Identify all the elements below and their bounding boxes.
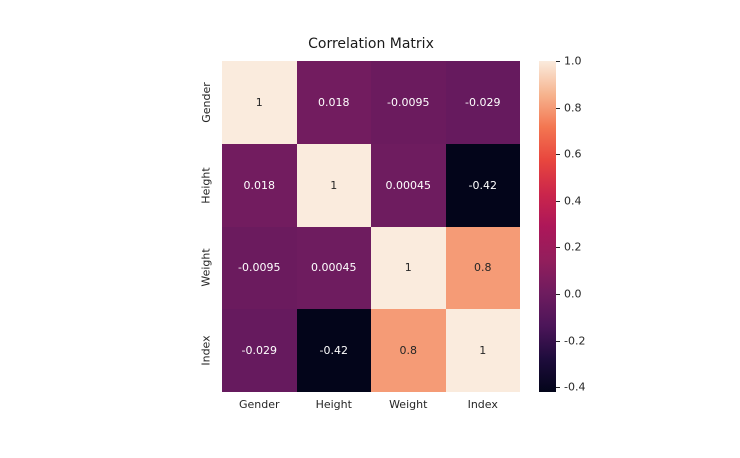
y-tick-label-gender: Gender (194, 61, 218, 144)
x-tick-label-weight: Weight (389, 398, 428, 411)
colorbar-tick-mark (556, 154, 560, 156)
heatmap-cell-weight-index: 0.8 (445, 226, 520, 310)
colorbar-tick-label: 0.0 (564, 287, 582, 301)
heatmap-cell-index-index: 1 (445, 309, 520, 392)
x-tick-label-gender: Gender (238, 398, 280, 411)
x-axis-labels: Gender Height Weight Index (222, 398, 520, 414)
colorbar-tick-mark (556, 200, 560, 202)
heatmap-cell-weight-height: 0.00045 (296, 226, 371, 310)
heatmap-cell-index-gender: -0.029 (222, 309, 297, 392)
colorbar-tick-mark (556, 61, 560, 62)
colorbar-tick-label: 0.8 (564, 101, 582, 115)
colorbar-tick-mark (556, 294, 560, 296)
colorbar (539, 61, 556, 392)
colorbar-tick-mark (556, 387, 560, 389)
x-tick-label-height: Height (315, 398, 352, 411)
colorbar-tick-label: 1.0 (564, 54, 582, 68)
colorbar-tick-label: -0.4 (564, 380, 586, 394)
heatmap-cell-gender-weight: -0.0095 (371, 61, 446, 144)
heatmap-cell-weight-gender: -0.0095 (222, 226, 297, 310)
x-tick-label-index: Index (467, 398, 498, 411)
colorbar-tick-label: 0.6 (564, 147, 582, 161)
y-axis-labels: Gender Height Weight Index (194, 61, 218, 392)
heatmap-cell-weight-weight: 1 (371, 226, 446, 310)
y-tick-label-text: Weight (199, 248, 213, 288)
y-tick-label-text: Index (199, 335, 213, 366)
y-tick-label-text: Gender (199, 82, 213, 123)
heatmap-cell-height-weight: 0.00045 (371, 143, 446, 227)
colorbar-tick-label: 0.2 (564, 240, 582, 254)
colorbar-tick-mark (556, 340, 560, 342)
heatmap-grid: 1 0.018 -0.0095 -0.029 0.018 1 0.00045 -0.42 -0.… (222, 61, 520, 392)
heatmap-cell-height-height: 1 (296, 143, 371, 227)
y-tick-label-weight: Weight (194, 227, 218, 310)
colorbar-tick-mark (556, 107, 560, 109)
heatmap-cell-height-gender: 0.018 (222, 143, 297, 227)
heatmap-cell-gender-index: -0.029 (445, 61, 520, 144)
y-tick-label-height: Height (194, 144, 218, 227)
heatmap-cell-index-height: -0.42 (296, 309, 371, 392)
heatmap-cell-height-index: -0.42 (445, 143, 520, 227)
colorbar-tick-label: 0.4 (564, 194, 582, 208)
heatmap-cell-gender-height: 0.018 (296, 61, 371, 144)
heatmap-cell-gender-gender: 1 (222, 61, 297, 144)
y-tick-label-index: Index (194, 309, 218, 392)
chart-title: Correlation Matrix (308, 36, 434, 52)
colorbar-tick-mark (556, 247, 560, 249)
heatmap-cell-index-weight: 0.8 (371, 309, 446, 392)
colorbar-tick-label: -0.2 (564, 334, 586, 348)
y-tick-label-text: Height (199, 166, 213, 204)
